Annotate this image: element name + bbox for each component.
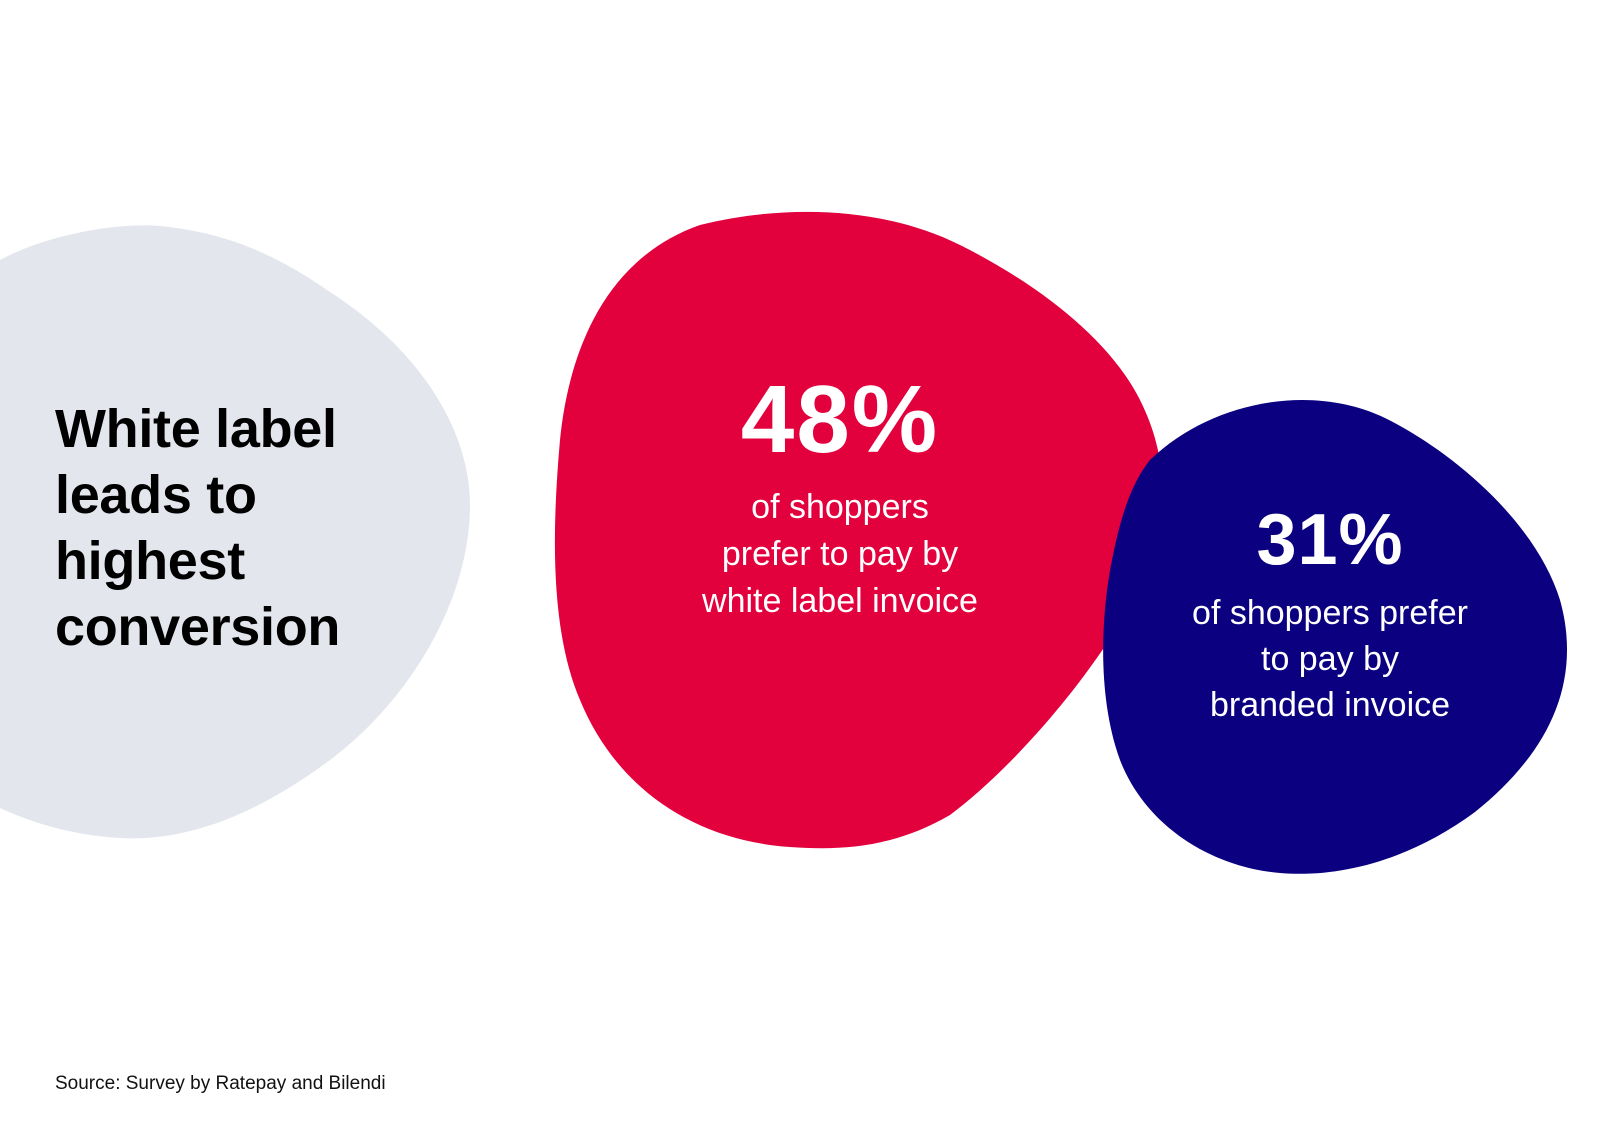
- stat-description: of shoppers prefer to pay by white label…: [660, 484, 1020, 625]
- stat-description-line: of shoppers: [751, 488, 929, 526]
- stat-description-line: white label invoice: [702, 582, 978, 620]
- stat-description-line: of shoppers prefer: [1192, 594, 1468, 632]
- stat-description-line: to pay by: [1261, 640, 1399, 678]
- stat-branded: 31% of shoppers prefer to pay by branded…: [1160, 498, 1500, 728]
- red-blob: [554, 211, 1163, 849]
- stat-value: 31%: [1256, 500, 1404, 580]
- stat-white-label: 48% of shoppers prefer to pay by white l…: [660, 366, 1020, 625]
- grey-blob: [0, 225, 470, 839]
- headline: White label leads to highest conversion: [55, 396, 435, 660]
- blue-blob: [1103, 399, 1568, 874]
- source-note: Source: Survey by Ratepay and Bilendi: [55, 1073, 386, 1094]
- stat-value: 48%: [740, 366, 940, 473]
- headline-line: leads to: [55, 465, 257, 525]
- stat-description: of shoppers prefer to pay by branded inv…: [1160, 590, 1500, 728]
- stat-description-line: prefer to pay by: [721, 535, 959, 573]
- headline-line: White label: [55, 399, 337, 459]
- stat-description-line: branded invoice: [1209, 686, 1451, 724]
- headline-line: conversion: [55, 597, 341, 657]
- headline-line: highest: [55, 531, 245, 591]
